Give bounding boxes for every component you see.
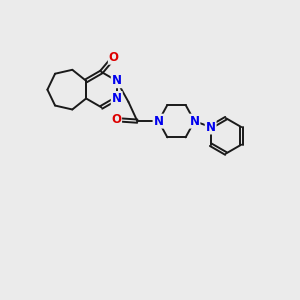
Text: N: N <box>189 115 200 128</box>
Text: N: N <box>154 115 164 128</box>
Text: N: N <box>206 121 216 134</box>
Text: O: O <box>111 113 121 126</box>
Text: O: O <box>109 51 119 64</box>
Text: N: N <box>112 92 122 105</box>
Text: N: N <box>112 74 122 87</box>
